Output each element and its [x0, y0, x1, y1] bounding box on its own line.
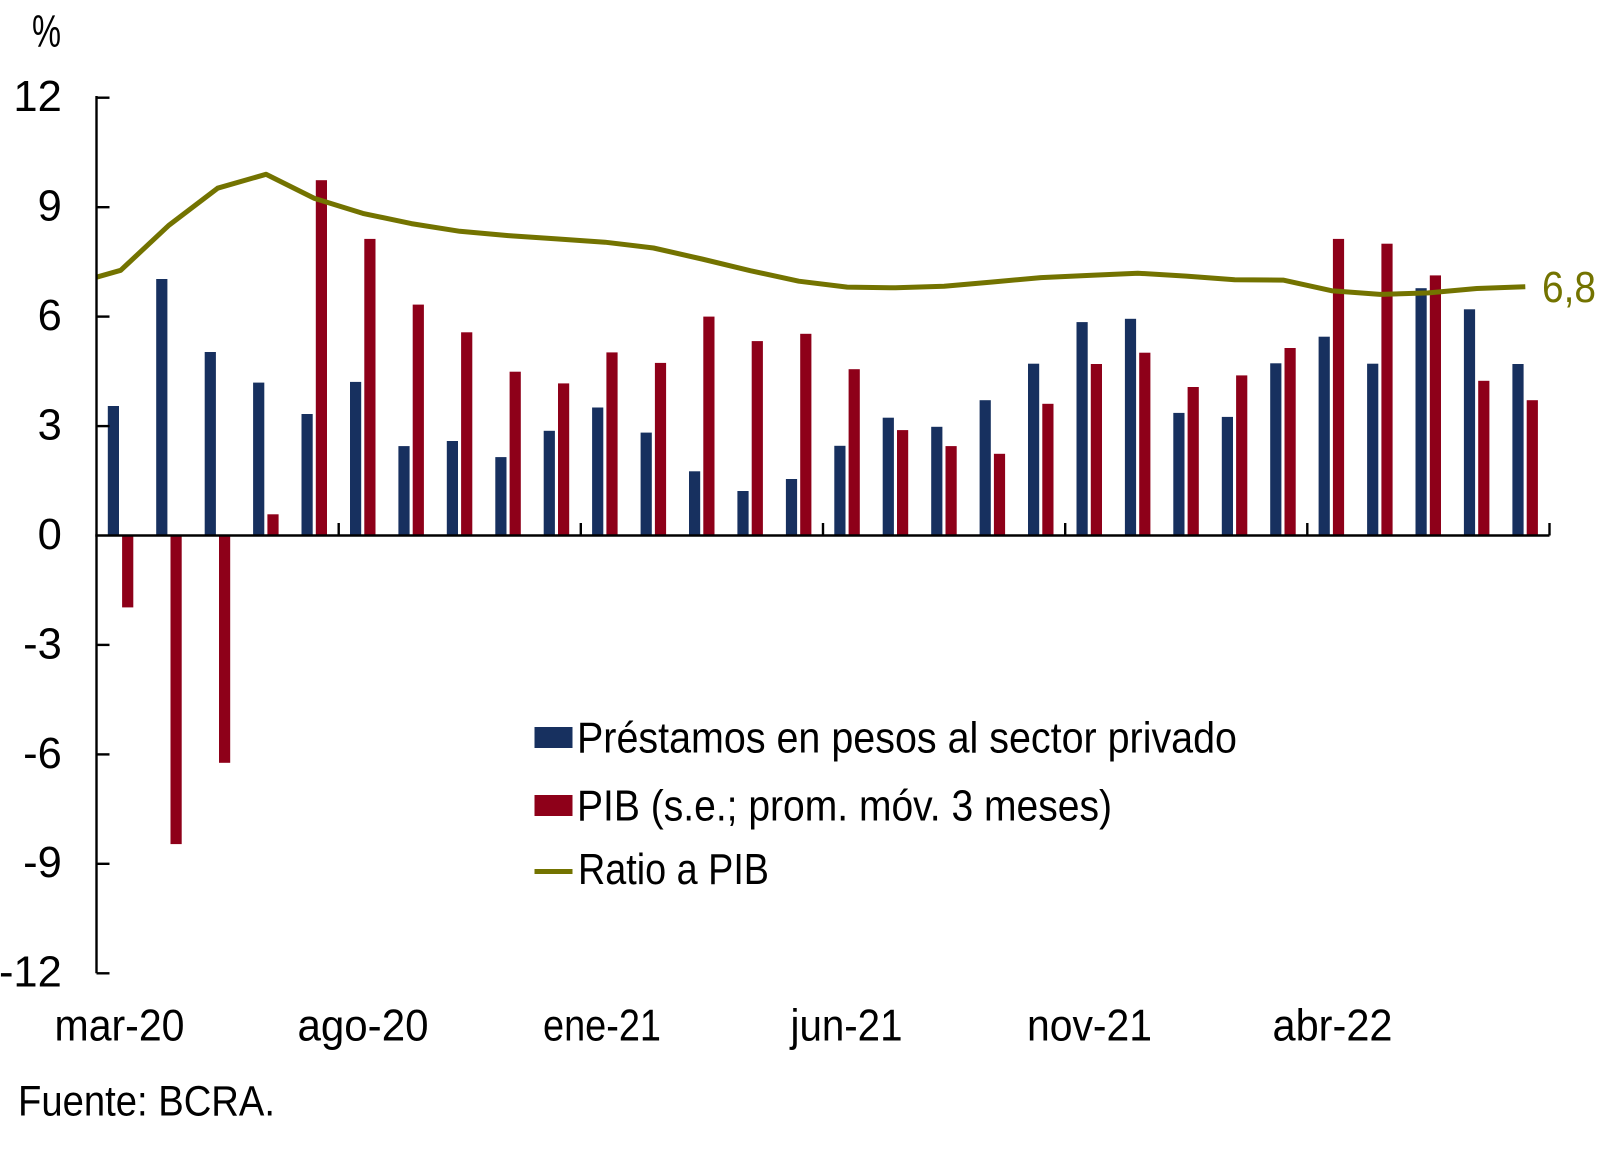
svg-text:nov-21: nov-21	[1027, 1002, 1152, 1051]
svg-text:Ratio a PIB: Ratio a PIB	[578, 846, 769, 894]
svg-text:-12: -12	[0, 949, 62, 997]
svg-text:3: 3	[38, 402, 62, 450]
svg-text:-3: -3	[23, 620, 62, 668]
svg-text:mar-20: mar-20	[55, 1002, 185, 1051]
svg-text:-6: -6	[23, 730, 62, 778]
svg-text:6: 6	[38, 292, 62, 340]
svg-text:abr-22: abr-22	[1273, 1002, 1393, 1051]
svg-text:Fuente: BCRA.: Fuente: BCRA.	[18, 1079, 275, 1126]
svg-text:ene-21: ene-21	[543, 1002, 661, 1051]
svg-text:Préstamos en pesos al sector p: Préstamos en pesos al sector privado	[577, 715, 1237, 763]
svg-text:0: 0	[38, 511, 62, 559]
svg-text:-9: -9	[23, 839, 62, 887]
svg-text:ago-20: ago-20	[298, 1002, 429, 1051]
svg-text:12: 12	[13, 73, 61, 121]
svg-text:%: %	[32, 6, 61, 57]
svg-text:6,8: 6,8	[1542, 264, 1596, 312]
svg-text:PIB (s.e.; prom. móv. 3 meses): PIB (s.e.; prom. móv. 3 meses)	[577, 782, 1112, 830]
svg-text:jun-21: jun-21	[789, 1002, 903, 1051]
svg-text:9: 9	[38, 183, 62, 231]
